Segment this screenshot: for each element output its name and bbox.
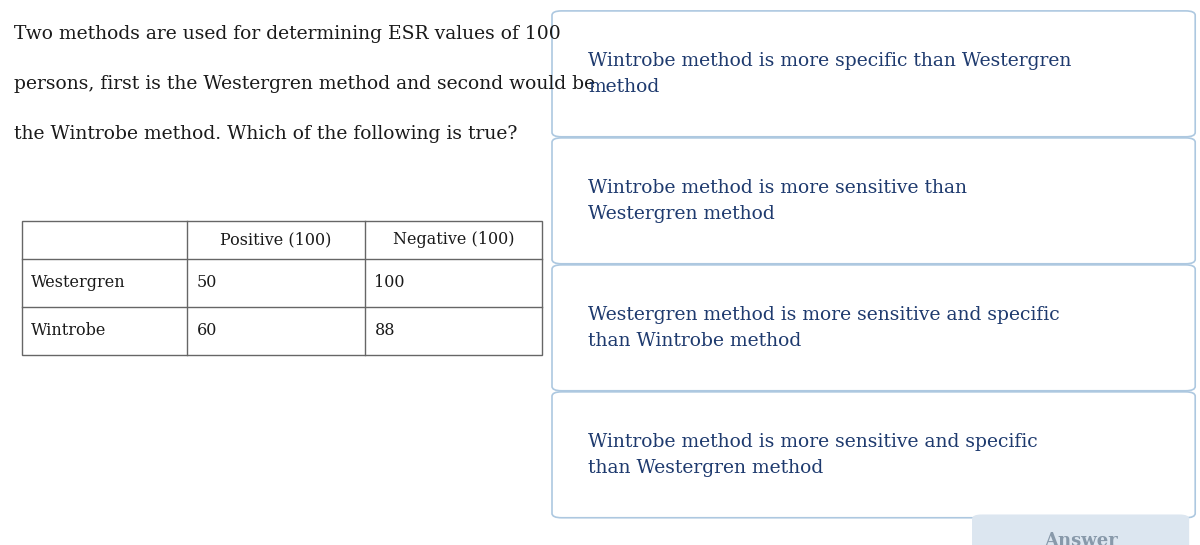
Text: Wintrobe: Wintrobe	[31, 322, 107, 340]
Text: 50: 50	[197, 274, 217, 292]
Text: 60: 60	[197, 322, 217, 340]
Text: Negative (100): Negative (100)	[392, 231, 515, 249]
Text: Wintrobe method is more sensitive and specific
than Westergren method: Wintrobe method is more sensitive and sp…	[588, 433, 1038, 477]
Text: Wintrobe method is more specific than Westergren
method: Wintrobe method is more specific than We…	[588, 52, 1072, 96]
Text: Two methods are used for determining ESR values of 100: Two methods are used for determining ESR…	[14, 25, 562, 43]
Text: Wintrobe method is more sensitive than
Westergren method: Wintrobe method is more sensitive than W…	[588, 179, 967, 223]
FancyBboxPatch shape	[972, 514, 1189, 545]
Text: Westergren method is more sensitive and specific
than Wintrobe method: Westergren method is more sensitive and …	[588, 306, 1060, 350]
FancyBboxPatch shape	[552, 392, 1195, 518]
Text: Westergren: Westergren	[31, 274, 126, 292]
Text: 100: 100	[374, 274, 404, 292]
Text: persons, first is the Westergren method and second would be: persons, first is the Westergren method …	[14, 75, 595, 93]
Text: Positive (100): Positive (100)	[221, 231, 331, 249]
FancyBboxPatch shape	[22, 221, 542, 355]
Text: the Wintrobe method. Which of the following is true?: the Wintrobe method. Which of the follow…	[14, 125, 517, 143]
FancyBboxPatch shape	[552, 11, 1195, 137]
FancyBboxPatch shape	[552, 138, 1195, 264]
Text: 88: 88	[374, 322, 395, 340]
Text: Answer: Answer	[1044, 532, 1117, 545]
FancyBboxPatch shape	[552, 265, 1195, 391]
